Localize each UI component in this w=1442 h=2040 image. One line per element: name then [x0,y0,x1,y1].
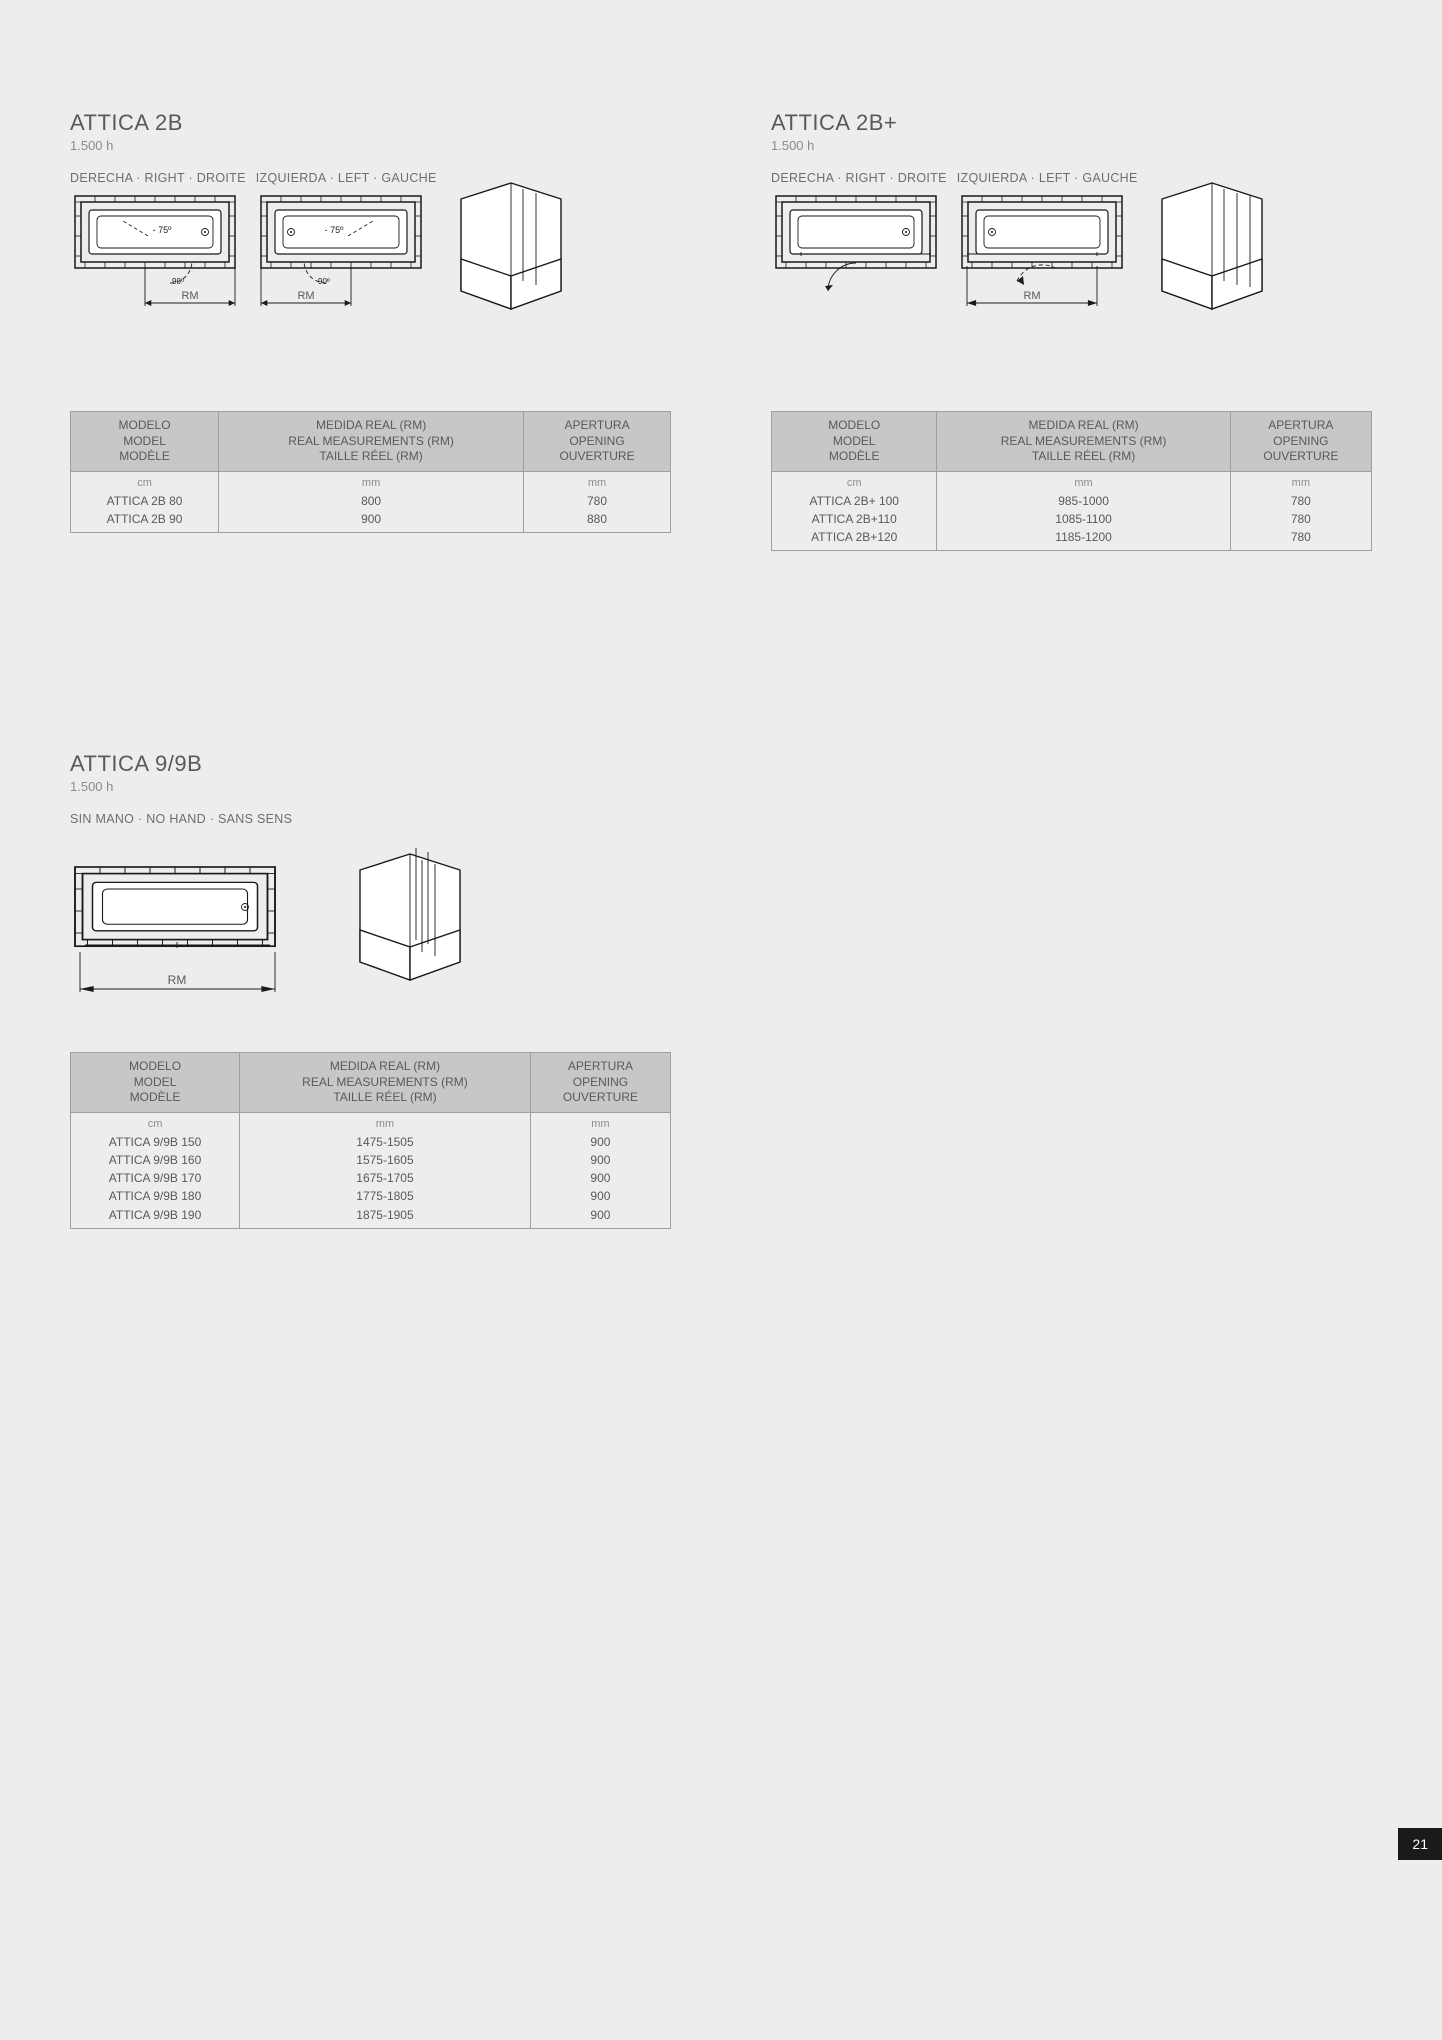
label-right: DERECHA · RIGHT · DROITE [70,171,246,185]
title-attica-2b: ATTICA 2B [70,110,671,136]
svg-text:- 75º: - 75º [153,225,173,235]
table-attica-2bplus: MODELOMODELMODÈLE MEDIDA REAL (RM)REAL M… [771,411,1372,551]
diagrams-attica-99b: RM [70,842,671,1012]
table-row: ATTICA 2B+1201185-1200780 [772,528,1372,551]
table-attica-99b: MODELOMODELMODÈLE MEDIDA REAL (RM)REAL M… [70,1052,671,1229]
diagram-2bplus-left: RM [957,191,1127,341]
diagrams-attica-2b: DERECHA · RIGHT · DROITE - 75º 90º RM [70,171,671,341]
diagram-2b-left: - 75º 90º RM [256,191,426,341]
height-attica-2b: 1.500 h [70,138,671,153]
label-nohand: SIN MANO · NO HAND · SANS SENS [70,812,671,826]
table-row: cmmmmm [71,471,671,491]
svg-text:- 75º: - 75º [324,225,344,235]
table-row: ATTICA 2B+1101085-1100780 [772,510,1372,528]
iso-99b [350,842,470,992]
svg-text:RM: RM [168,973,187,987]
table-row: ATTICA 9/9B 1801775-1805900 [71,1187,671,1205]
diagram-2b-right: - 75º 90º RM [70,191,240,341]
height-attica-99b: 1.500 h [70,779,671,794]
svg-text:RM: RM [1023,290,1040,302]
title-attica-2bplus: ATTICA 2B+ [771,110,1372,136]
th-opening: APERTURAOPENINGOUVERTURE [524,412,671,472]
table-row: ATTICA 9/9B 1501475-1505900 [71,1133,671,1151]
table-row: cmmmmm [772,471,1372,491]
iso-2bplus [1152,171,1272,321]
section-attica-2bplus: ATTICA 2B+ 1.500 h DERECHA · RIGHT · DRO… [771,110,1372,551]
section-attica-99b: ATTICA 9/9B 1.500 h SIN MANO · NO HAND ·… [70,751,671,1229]
th-model: MODELOMODELMODÈLE [71,412,219,472]
table-row: ATTICA 9/9B 1601575-1605900 [71,1151,671,1169]
height-attica-2bplus: 1.500 h [771,138,1372,153]
table-row: ATTICA 9/9B 1701675-1705900 [71,1169,671,1187]
diagram-99b-top: RM [70,842,280,1012]
iso-2b [451,171,571,321]
svg-text:RM: RM [181,290,198,302]
table-row: ATTICA 2B+ 100985-1000780 [772,492,1372,510]
section-attica-2b: ATTICA 2B 1.500 h DERECHA · RIGHT · DROI… [70,110,671,551]
svg-text:RM: RM [297,290,314,302]
title-attica-99b: ATTICA 9/9B [70,751,671,777]
th-rm: MEDIDA REAL (RM)REAL MEASUREMENTS (RM)TA… [219,412,524,472]
table-attica-2b: MODELOMODELMODÈLE MEDIDA REAL (RM)REAL M… [70,411,671,533]
label-left: IZQUIERDA · LEFT · GAUCHE [957,171,1138,185]
svg-text:90º: 90º [172,277,184,286]
table-row: cmmmmm [71,1112,671,1132]
page-number: 21 [1398,1828,1442,1860]
table-row: ATTICA 9/9B 1901875-1905900 [71,1206,671,1229]
label-right: DERECHA · RIGHT · DROITE [771,171,947,185]
diagrams-attica-2bplus: DERECHA · RIGHT · DROITE IZQUIERDA · LEF… [771,171,1372,341]
table-row: ATTICA 2B 90900880 [71,510,671,533]
table-row: ATTICA 2B 80800780 [71,492,671,510]
svg-text:90º: 90º [318,277,330,286]
label-left: IZQUIERDA · LEFT · GAUCHE [256,171,437,185]
diagram-2bplus-right [771,191,941,341]
